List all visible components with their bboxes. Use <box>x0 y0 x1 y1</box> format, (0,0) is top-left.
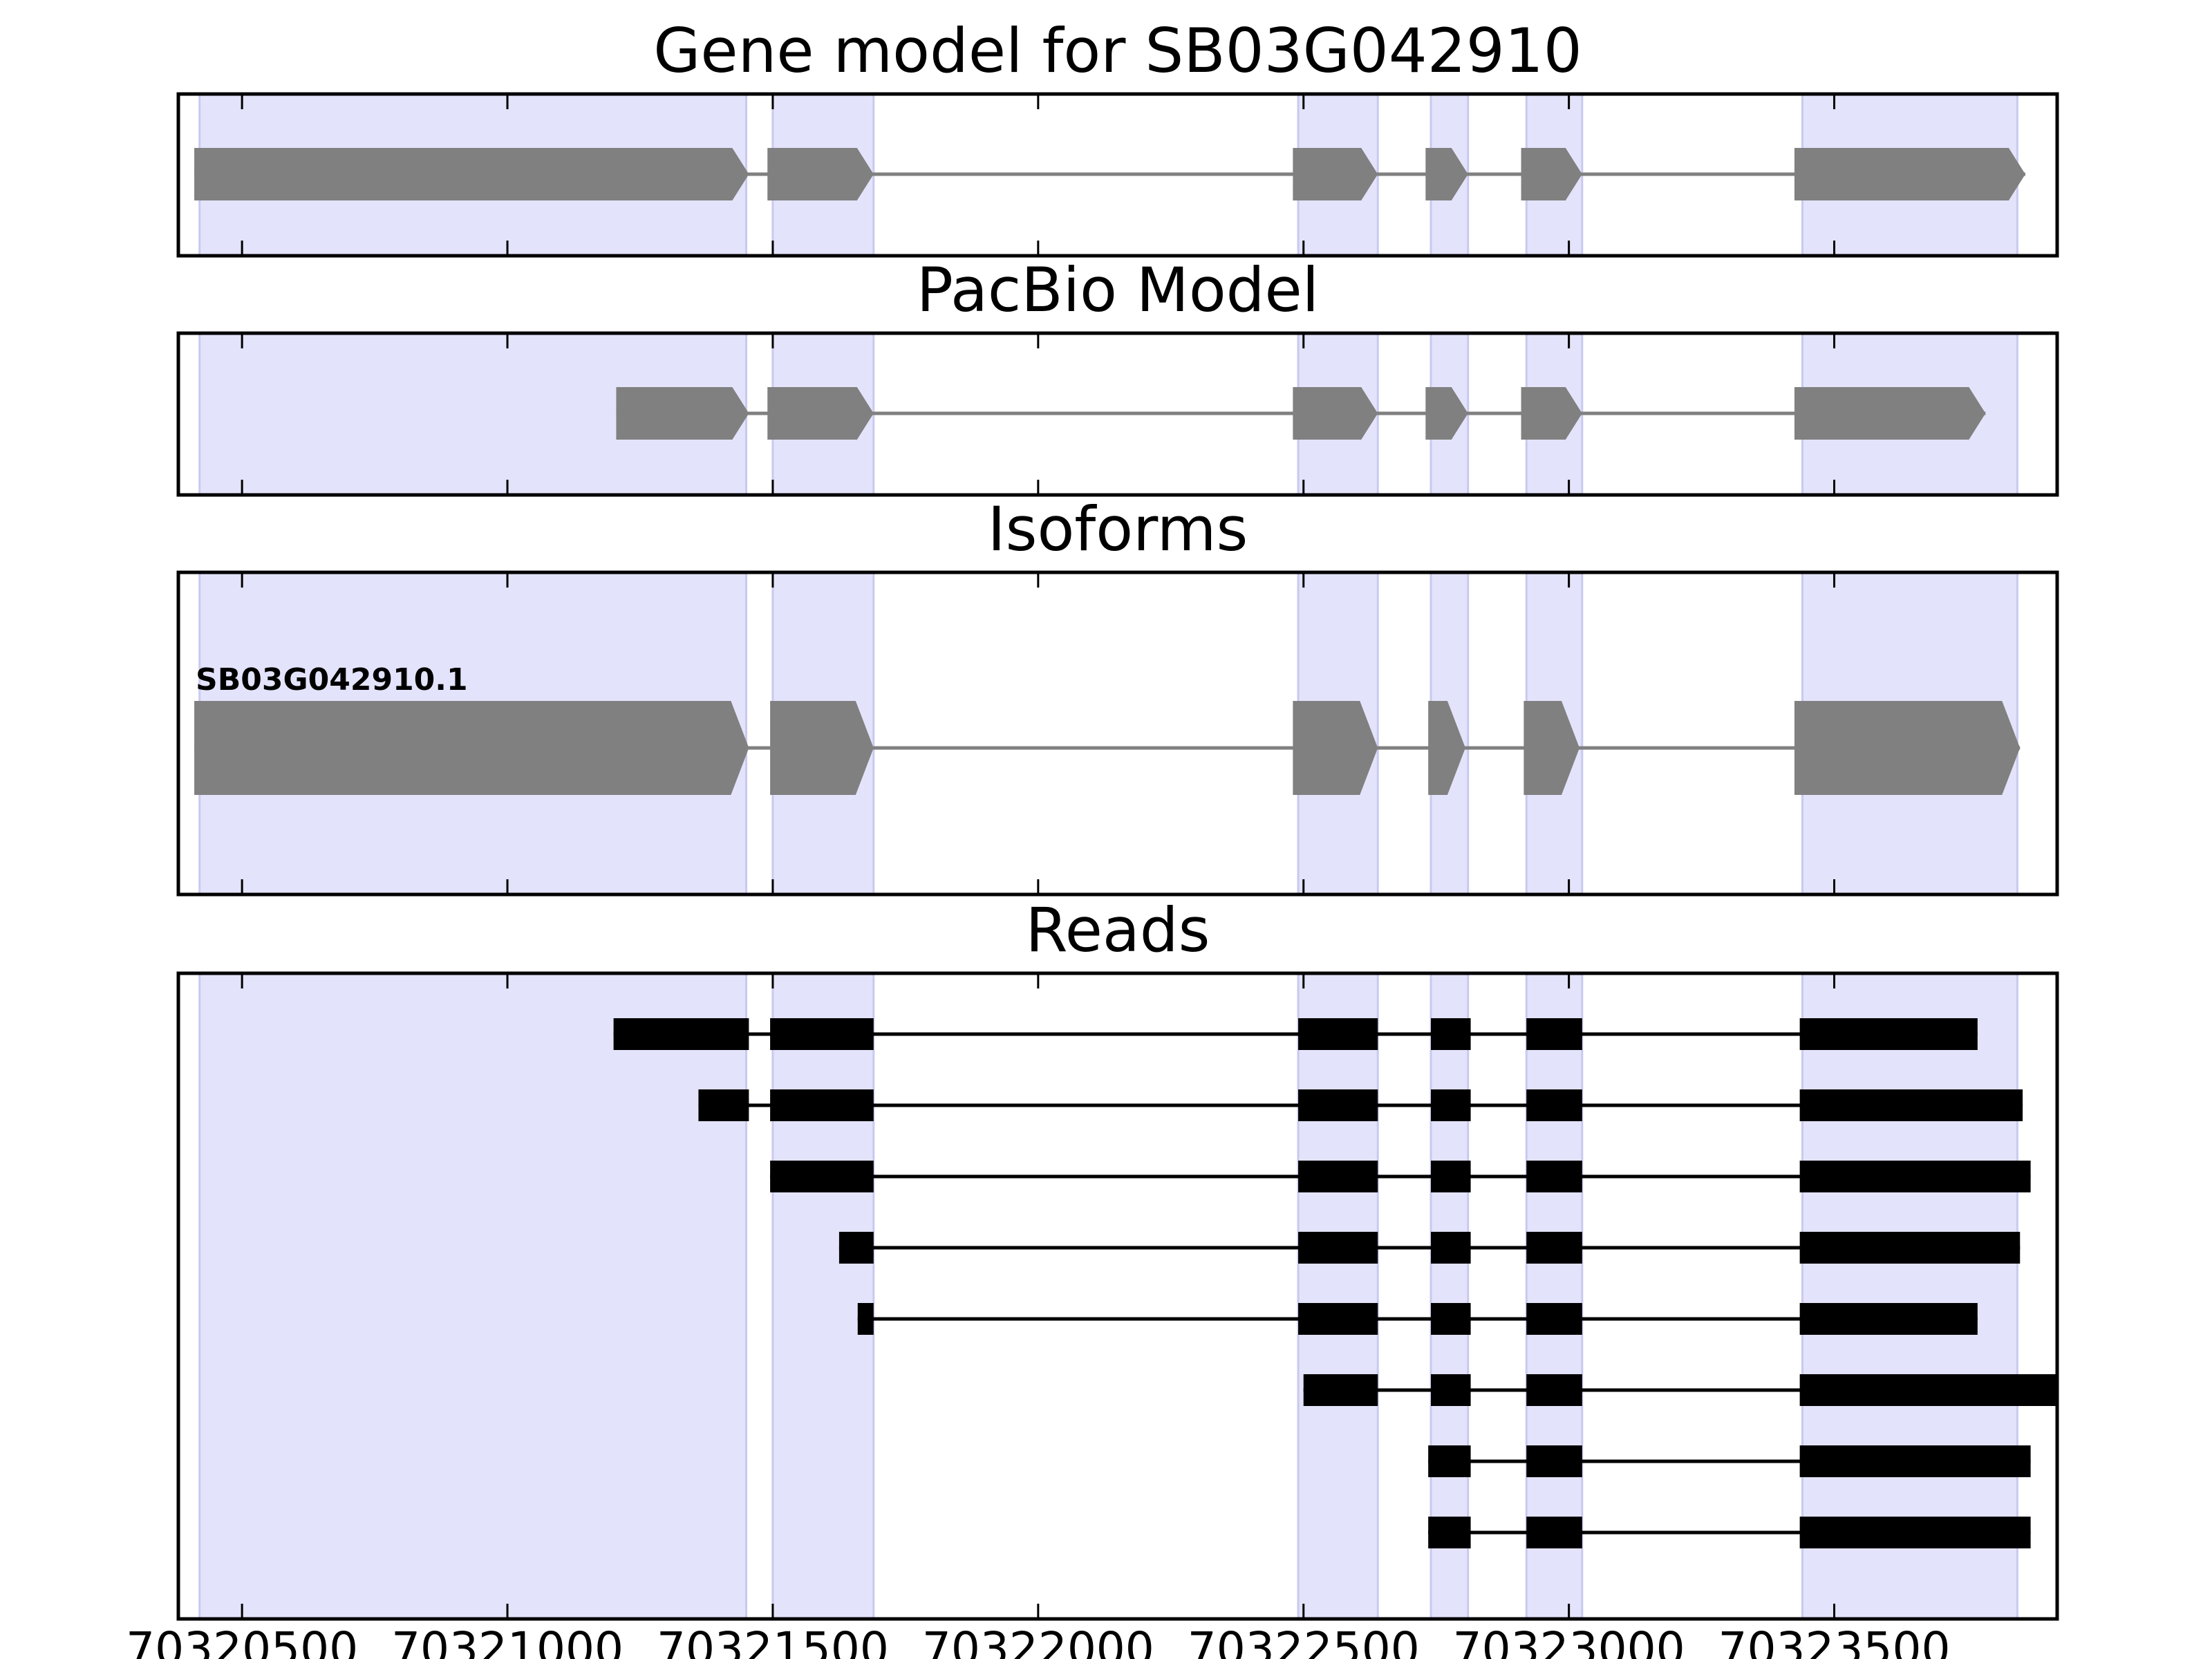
x-tick-label: 70322000 <box>922 1622 1154 1659</box>
read-block <box>1431 1089 1471 1121</box>
shaded-region <box>771 972 875 1620</box>
exon-arrow <box>194 148 749 200</box>
read-block <box>1298 1232 1378 1264</box>
x-tick-label: 70323500 <box>1718 1622 1951 1659</box>
panel-title: Reads <box>1026 894 1210 966</box>
exon-arrow <box>194 701 749 795</box>
read-block <box>1303 1374 1378 1406</box>
read-block <box>1431 1018 1471 1050</box>
read-block <box>1799 1161 2031 1192</box>
exon-arrow <box>1521 387 1582 440</box>
panel-title: Gene model for SB03G042910 <box>653 15 1582 86</box>
read-block <box>1428 1445 1471 1477</box>
exon-arrow <box>767 387 874 440</box>
read-block <box>1431 1232 1471 1264</box>
x-tick-label: 70321500 <box>657 1622 889 1659</box>
read-block <box>1298 1018 1378 1050</box>
axes-frame <box>176 92 2059 258</box>
read-block <box>1526 1232 1582 1264</box>
shaded-region <box>1297 972 1379 1620</box>
read-row <box>1303 1374 2057 1406</box>
read-block <box>1298 1303 1378 1335</box>
read-block <box>857 1303 874 1335</box>
read-block <box>1298 1161 1378 1192</box>
read-row <box>857 1303 1978 1335</box>
gene-feature <box>616 387 1986 440</box>
exon-arrow <box>1794 701 2021 795</box>
read-block <box>1526 1445 1582 1477</box>
read-block <box>1526 1018 1582 1050</box>
read-block <box>1428 1517 1471 1548</box>
exon-arrow <box>1428 701 1465 795</box>
read-block <box>1526 1089 1582 1121</box>
panel-title: Isoforms <box>988 494 1248 565</box>
read-block <box>698 1089 749 1121</box>
x-tick-label: 70322500 <box>1188 1622 1420 1659</box>
read-block <box>770 1161 874 1192</box>
read-block <box>1799 1445 2031 1477</box>
read-block <box>1431 1374 1471 1406</box>
exon-arrow <box>1794 387 1986 440</box>
read-block <box>838 1232 874 1264</box>
exon-arrow <box>1293 701 1378 795</box>
axes-frame <box>176 570 2059 897</box>
x-tick-label: 70323000 <box>1453 1622 1685 1659</box>
panel-isoform-2: Isoforms SB03G042910.1 <box>176 494 2059 897</box>
read-block <box>1526 1374 1582 1406</box>
exon-arrow <box>1293 148 1378 200</box>
gene-feature <box>194 148 2025 200</box>
gene-feature: SB03G042910.1 <box>194 662 2021 795</box>
panel-gene-1: PacBio Model <box>176 254 2059 497</box>
read-block <box>1526 1161 1582 1192</box>
panel-reads-3: Reads <box>176 894 2059 1621</box>
read-block <box>613 1018 749 1050</box>
exon-arrow <box>770 701 874 795</box>
read-row <box>770 1161 2031 1192</box>
exon-arrow <box>1425 387 1468 440</box>
read-block <box>770 1018 874 1050</box>
read-block <box>1799 1374 2057 1406</box>
x-tick-label: 70321000 <box>391 1622 624 1659</box>
read-row <box>1428 1517 2031 1548</box>
read-block <box>1431 1303 1471 1335</box>
shaded-region <box>198 972 748 1620</box>
exon-arrow <box>1524 701 1580 795</box>
read-block <box>1799 1018 1978 1050</box>
axes-frame <box>176 331 2059 497</box>
read-block <box>1526 1517 1582 1548</box>
read-row <box>698 1089 2023 1121</box>
exon-arrow <box>1794 148 2025 200</box>
isoform-label: SB03G042910.1 <box>196 662 468 697</box>
read-block <box>1298 1089 1378 1121</box>
read-block <box>1526 1303 1582 1335</box>
panel-gene-0: Gene model for SB03G042910 <box>176 15 2059 258</box>
exon-arrow <box>616 387 749 440</box>
read-row <box>1428 1445 2031 1477</box>
exon-arrow <box>1521 148 1582 200</box>
read-block <box>770 1089 874 1121</box>
read-row <box>838 1232 2021 1264</box>
axes-frame <box>176 971 2059 1621</box>
panel-title: PacBio Model <box>917 254 1319 326</box>
read-block <box>1799 1303 1978 1335</box>
read-row <box>613 1018 1978 1050</box>
exon-arrow <box>767 148 874 200</box>
exon-arrow <box>1425 148 1468 200</box>
read-block <box>1799 1517 2031 1548</box>
read-block <box>1799 1089 2023 1121</box>
x-tick-label: 70320500 <box>126 1622 358 1659</box>
exon-arrow <box>1293 387 1378 440</box>
shaded-region <box>1801 972 2018 1620</box>
read-block <box>1799 1232 2021 1264</box>
shaded-region <box>1525 972 1584 1620</box>
read-block <box>1431 1161 1471 1192</box>
